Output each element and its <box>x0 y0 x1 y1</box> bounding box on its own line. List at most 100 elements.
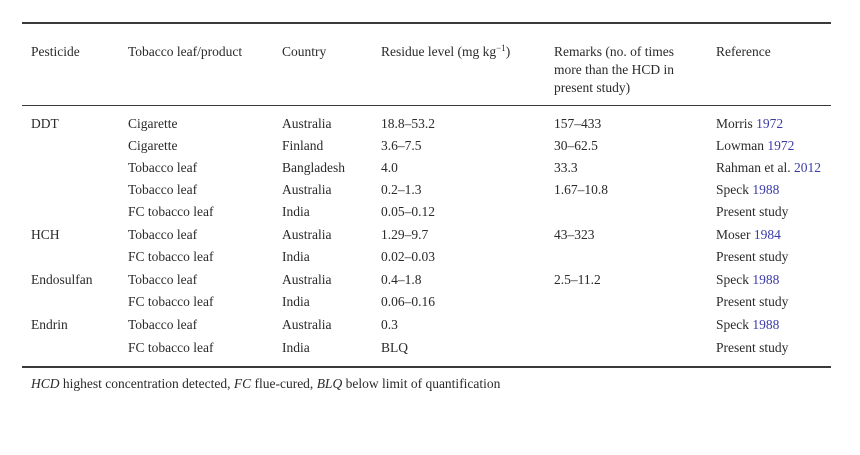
cell-reference: Speck 1988 <box>716 179 779 201</box>
footnote-text-fc: flue-cured, <box>251 376 317 391</box>
cell-reference: Rahman et al. 2012 <box>716 157 821 179</box>
cell-product: FC tobacco leaf <box>128 340 214 355</box>
table-row: FC tobacco leaf India BLQ Present study <box>0 337 860 359</box>
reference-year-link[interactable]: 1972 <box>767 138 795 153</box>
table-footnote: HCD highest concentration detected, FC f… <box>31 375 500 393</box>
cell-reference: Morris 1972 <box>716 113 783 135</box>
cell-country: Finland <box>282 138 324 153</box>
cell-pesticide: HCH <box>31 227 60 242</box>
reference-author: Present study <box>716 294 789 309</box>
header-remarks: Remarks (no. of times more than the HCD … <box>554 43 674 97</box>
cell-product: Tobacco leaf <box>128 182 198 197</box>
cell-pesticide: Endrin <box>31 317 68 332</box>
cell-country: India <box>282 204 310 219</box>
cell-reference: Present study <box>716 246 788 268</box>
header-country: Country <box>282 44 327 59</box>
cell-remarks: 30–62.5 <box>554 138 598 153</box>
cell-pesticide: DDT <box>31 116 59 131</box>
cell-residue: 0.05–0.12 <box>381 204 435 219</box>
reference-author: Speck <box>716 317 753 332</box>
header-residue-prefix: Residue level (mg kg <box>381 44 497 59</box>
reference-year-link[interactable]: 1988 <box>752 272 780 287</box>
table-row: Endrin Tobacco leaf Australia 0.3 Speck … <box>0 314 860 336</box>
cell-product: FC tobacco leaf <box>128 249 214 264</box>
reference-author: Morris <box>716 116 757 131</box>
cell-residue: 4.0 <box>381 160 398 175</box>
cell-residue: 3.6–7.5 <box>381 138 422 153</box>
table-header-rule <box>22 105 831 106</box>
cell-residue: 18.8–53.2 <box>381 116 435 131</box>
cell-reference: Present study <box>716 337 788 359</box>
cell-remarks: 157–433 <box>554 116 602 131</box>
reference-year-link[interactable]: 1988 <box>752 317 780 332</box>
cell-remarks: 1.67–10.8 <box>554 182 608 197</box>
cell-product: Tobacco leaf <box>128 227 198 242</box>
table-row: DDT Cigarette Australia 18.8–53.2 157–43… <box>0 113 860 135</box>
table-row: FC tobacco leaf India 0.02–0.03 Present … <box>0 246 860 268</box>
cell-residue: BLQ <box>381 340 408 355</box>
header-remarks-line3: present study) <box>554 80 631 95</box>
table-row: HCH Tobacco leaf Australia 1.29–9.7 43–3… <box>0 224 860 246</box>
reference-author: Speck <box>716 272 753 287</box>
cell-reference: Speck 1988 <box>716 314 779 336</box>
table-row: FC tobacco leaf India 0.05–0.12 Present … <box>0 201 860 223</box>
footnote-text-blq: below limit of quantification <box>342 376 501 391</box>
table-bottom-rule <box>22 366 831 368</box>
table-row: FC tobacco leaf India 0.06–0.16 Present … <box>0 291 860 313</box>
cell-residue: 0.4–1.8 <box>381 272 422 287</box>
cell-remarks: 33.3 <box>554 160 578 175</box>
footnote-text-hcd: highest concentration detected, <box>59 376 234 391</box>
table-row: Cigarette Finland 3.6–7.5 30–62.5 Lowman… <box>0 135 860 157</box>
table-top-rule <box>22 22 831 24</box>
cell-country: India <box>282 249 310 264</box>
reference-author: Rahman et al. <box>716 160 794 175</box>
cell-product: Cigarette <box>128 116 178 131</box>
cell-residue: 0.02–0.03 <box>381 249 435 264</box>
cell-remarks: 2.5–11.2 <box>554 272 601 287</box>
reference-author: Present study <box>716 249 789 264</box>
cell-residue: 0.2–1.3 <box>381 182 422 197</box>
reference-year-link[interactable]: 1988 <box>752 182 780 197</box>
cell-pesticide: Endosulfan <box>31 272 93 287</box>
cell-country: Bangladesh <box>282 160 345 175</box>
reference-author: Lowman <box>716 138 768 153</box>
cell-country: Australia <box>282 317 332 332</box>
header-residue-level: Residue level (mg kg−1) <box>381 43 510 61</box>
footnote-abbr-hcd: HCD <box>31 376 60 391</box>
table-row: Endosulfan Tobacco leaf Australia 0.4–1.… <box>0 269 860 291</box>
cell-reference: Speck 1988 <box>716 269 779 291</box>
header-pesticide: Pesticide <box>31 44 80 59</box>
reference-author: Speck <box>716 182 753 197</box>
cell-country: Australia <box>282 116 332 131</box>
header-residue-suffix: ) <box>505 44 511 59</box>
header-reference: Reference <box>716 44 771 59</box>
cell-country: Australia <box>282 272 332 287</box>
cell-residue: 0.3 <box>381 317 398 332</box>
cell-country: India <box>282 340 310 355</box>
cell-reference: Present study <box>716 201 788 223</box>
footnote-abbr-blq: BLQ <box>316 376 343 391</box>
reference-year-link[interactable]: 1984 <box>753 227 781 242</box>
header-product: Tobacco leaf/product <box>128 44 243 59</box>
reference-author: Present study <box>716 340 789 355</box>
reference-year-link[interactable]: 2012 <box>793 160 821 175</box>
cell-reference: Lowman 1972 <box>716 135 794 157</box>
cell-country: Australia <box>282 182 332 197</box>
reference-author: Moser <box>716 227 754 242</box>
cell-remarks: 43–323 <box>554 227 595 242</box>
cell-residue: 1.29–9.7 <box>381 227 429 242</box>
cell-country: India <box>282 294 310 309</box>
table-row: Tobacco leaf Australia 0.2–1.3 1.67–10.8… <box>0 179 860 201</box>
cell-product: FC tobacco leaf <box>128 204 214 219</box>
cell-country: Australia <box>282 227 332 242</box>
reference-author: Present study <box>716 204 789 219</box>
reference-year-link[interactable]: 1972 <box>756 116 784 131</box>
table-row: Tobacco leaf Bangladesh 4.0 33.3 Rahman … <box>0 157 860 179</box>
header-remarks-line1: Remarks (no. of times <box>554 44 674 59</box>
header-residue-sup: −1 <box>496 43 506 53</box>
cell-product: Tobacco leaf <box>128 160 198 175</box>
cell-product: FC tobacco leaf <box>128 294 214 309</box>
cell-product: Tobacco leaf <box>128 317 198 332</box>
cell-product: Cigarette <box>128 138 178 153</box>
footnote-abbr-fc: FC <box>233 376 252 391</box>
